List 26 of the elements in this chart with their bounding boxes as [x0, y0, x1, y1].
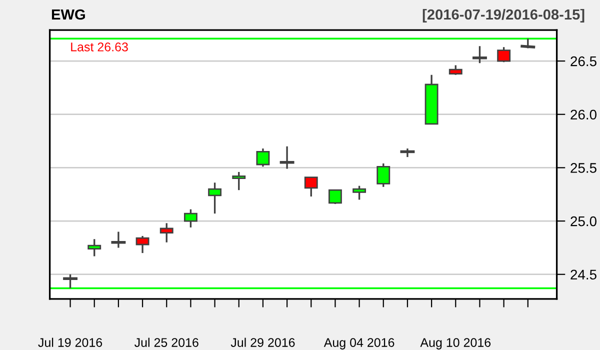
candlestick: [256, 148, 270, 168]
candlestick: [448, 64, 462, 76]
candlestick: [136, 235, 150, 254]
annotation: Last 26.63: [71, 42, 128, 52]
y-tick-label: 25.5: [570, 163, 596, 173]
candlestick: [497, 46, 511, 63]
candlestick: [352, 185, 366, 201]
y-tick-label: 26.5: [570, 56, 596, 66]
x-tick-label: Aug 10 2016: [420, 338, 491, 350]
x-tick-label: Jul 25 2016: [134, 338, 198, 347]
x-tick-label: Jul 19 2016: [38, 338, 102, 347]
chart-subtitle: [2016-07-19/2016-08-15]: [422, 8, 584, 23]
x-tick-label: Jul 29 2016: [230, 338, 295, 347]
candlestick: [304, 176, 318, 198]
y-tick-label: 26.0: [570, 110, 596, 120]
candlestick: [208, 182, 222, 214]
candlestick: [88, 238, 102, 258]
x-tick-label: Aug 04 2016: [324, 338, 394, 350]
candlestick: [232, 171, 246, 191]
candlestick: [328, 189, 342, 205]
candlestick: [184, 208, 198, 228]
candlestick: [160, 222, 174, 244]
chart-title: EWG: [52, 9, 85, 20]
candlestick: [376, 162, 390, 188]
y-tick-label: 25.0: [570, 216, 596, 226]
y-tick-label: 24.5: [570, 270, 596, 280]
